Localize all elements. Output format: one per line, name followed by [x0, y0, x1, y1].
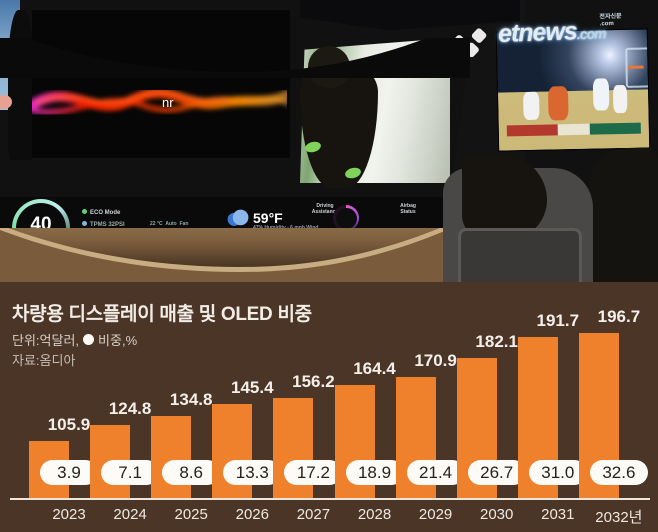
svg-text:nr: nr — [162, 95, 174, 110]
